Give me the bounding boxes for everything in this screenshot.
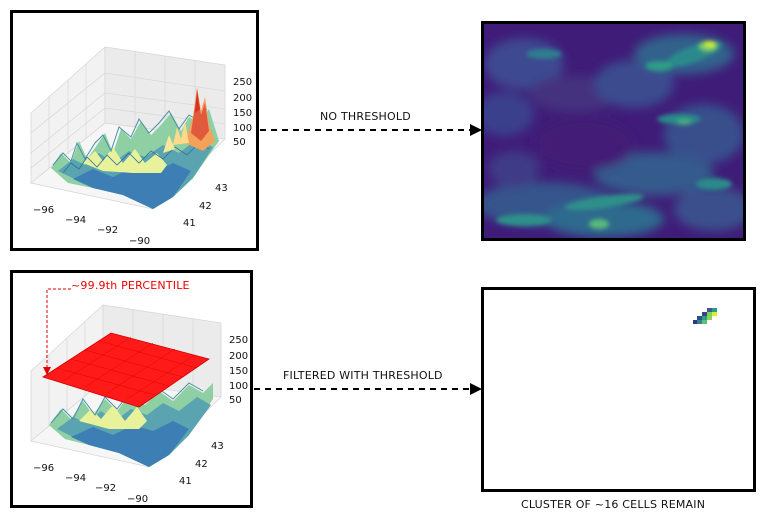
lon-tick-label: −94 (65, 215, 86, 226)
heatmap-unfiltered (481, 21, 746, 241)
z-tick-label: 150 (229, 366, 248, 377)
lat-tick-label: 42 (199, 201, 212, 212)
heatmap-filtered-svg (693, 308, 717, 324)
threshold-pointer-line (46, 288, 71, 369)
z-tick-label: 250 (229, 335, 248, 346)
z-tick-label: 100 (233, 123, 252, 134)
threshold-plane (42, 332, 210, 408)
lon-tick-label: −94 (65, 473, 86, 484)
remaining-cell-cluster (693, 308, 717, 324)
z-tick-label: 150 (233, 108, 252, 119)
heatmap-texture (484, 34, 743, 237)
lon-axis: −96 −94 −92 −90 (33, 463, 148, 505)
terrain-surface (51, 87, 219, 209)
heatmap-highlights (496, 41, 732, 229)
lon-tick-label: −90 (129, 236, 150, 247)
z-tick-label: 50 (229, 395, 242, 406)
lat-tick-label: 41 (183, 218, 196, 229)
surface-plot-thresholded: 250 200 150 100 50 −96 −94 −92 −90 43 42… (10, 270, 253, 508)
result-caption: CLUSTER OF ~16 CELLS REMAIN (521, 498, 706, 511)
lat-axis: 43 42 41 (179, 441, 224, 487)
heatmap-filtered (481, 287, 756, 492)
lon-tick-label: −92 (97, 225, 118, 236)
surface-plot-unfiltered-svg: 250 200 150 100 50 −96 −94 −92 −90 43 42… (30, 46, 252, 247)
lat-tick-label: 43 (215, 183, 228, 194)
lon-tick-label: −96 (33, 205, 54, 216)
lon-axis: −96 −94 −92 −90 (33, 205, 150, 247)
threshold-label: ~99.9th PERCENTILE (71, 279, 190, 292)
lon-tick-label: −96 (33, 463, 54, 474)
z-axis: 250 200 150 100 50 (233, 77, 252, 148)
terrain-surface (49, 382, 213, 467)
z-axis: 250 200 150 100 50 (229, 335, 248, 406)
arrow-label-filtered: FILTERED WITH THRESHOLD (283, 369, 443, 382)
surface-plot-thresholded-svg: 250 200 150 100 50 −96 −94 −92 −90 43 42… (30, 288, 248, 505)
lon-tick-label: −90 (127, 494, 148, 505)
lon-tick-label: −92 (95, 483, 116, 494)
z-tick-label: 50 (233, 137, 246, 148)
surface-plot-unfiltered: 250 200 150 100 50 −96 −94 −92 −90 43 42… (10, 10, 259, 251)
heatmap-unfiltered-svg (484, 24, 743, 238)
arrow-filtered (254, 383, 482, 395)
lat-axis: 43 42 41 (183, 183, 228, 229)
arrow-label-no-threshold: NO THRESHOLD (320, 110, 411, 123)
z-tick-label: 200 (233, 93, 252, 104)
z-tick-label: 250 (233, 77, 252, 88)
threshold-pointer-arrowhead (43, 367, 51, 375)
z-tick-label: 100 (229, 381, 248, 392)
z-tick-label: 200 (229, 351, 248, 362)
lat-tick-label: 41 (179, 476, 192, 487)
lat-tick-label: 42 (195, 459, 208, 470)
lat-tick-label: 43 (211, 441, 224, 452)
arrow-no-threshold (260, 124, 482, 136)
